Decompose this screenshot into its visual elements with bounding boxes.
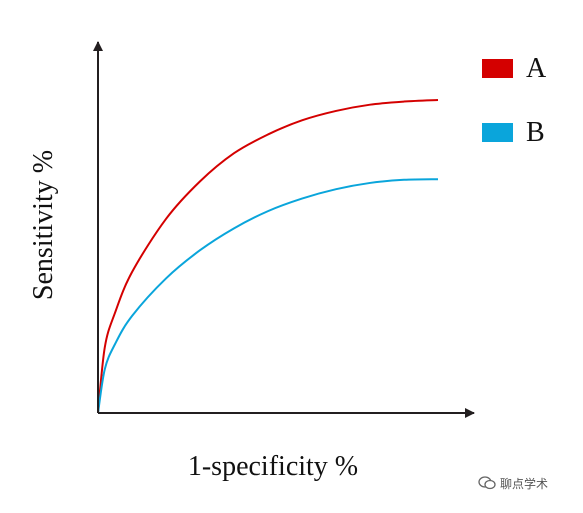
- legend: AB: [482, 53, 547, 148]
- y-axis-label: Sensitivity %: [28, 150, 59, 300]
- series-line-a: [97, 99, 439, 414]
- legend-swatch-b: [482, 123, 513, 142]
- chat-bubbles-icon: [478, 476, 496, 490]
- series-layer: [97, 99, 439, 414]
- series-line-b: [97, 178, 439, 414]
- x-axis-label: 1-specificity %: [188, 451, 358, 482]
- legend-swatch-a: [482, 59, 513, 78]
- legend-label-b: B: [526, 117, 545, 148]
- legend-label-a: A: [526, 53, 547, 84]
- watermark: 聊点学术: [478, 474, 548, 492]
- watermark-text: 聊点学术: [500, 476, 549, 491]
